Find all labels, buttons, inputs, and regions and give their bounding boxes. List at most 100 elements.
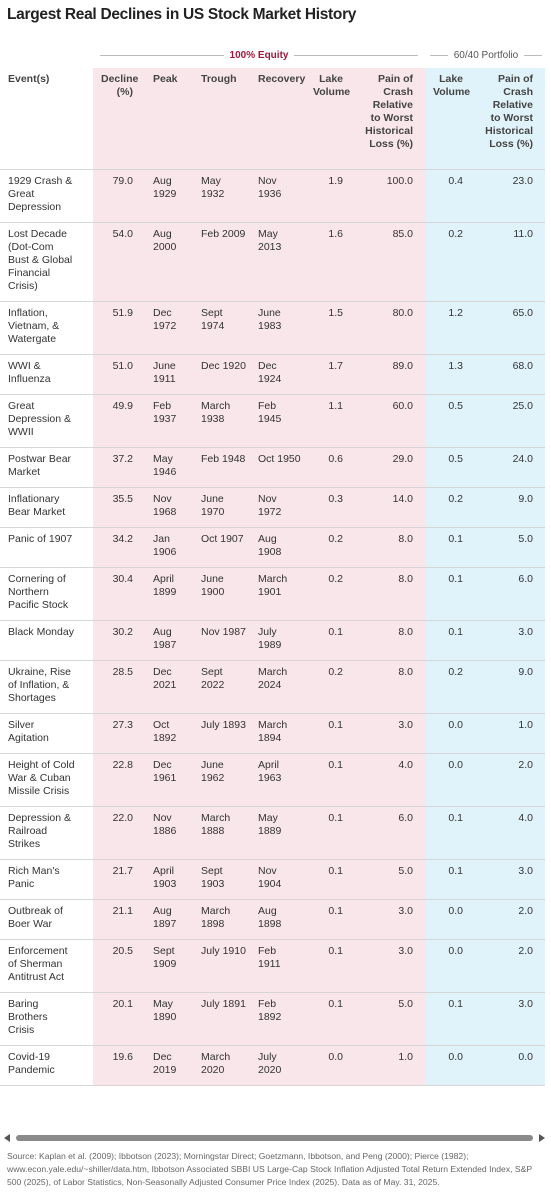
value-cell: 20.1 xyxy=(93,992,145,1046)
value-cell: 2.0 xyxy=(475,753,545,807)
value-cell: 2.0 xyxy=(475,899,545,940)
event-cell: WWI & Influenza xyxy=(0,354,93,395)
value-cell: Nov 1904 xyxy=(250,859,305,900)
value-cell: 9.0 xyxy=(475,487,545,528)
value-cell: May 1932 xyxy=(193,169,250,223)
value-cell: June 1962 xyxy=(193,753,250,807)
value-cell: 30.4 xyxy=(93,567,145,621)
value-cell: 0.2 xyxy=(305,567,355,621)
value-cell: Nov 1972 xyxy=(250,487,305,528)
value-cell: Jan 1906 xyxy=(145,527,193,568)
value-cell: 1.0 xyxy=(475,713,545,754)
column-header: Lake Volume xyxy=(305,68,355,170)
value-cell: June 1900 xyxy=(193,567,250,621)
value-cell: 21.7 xyxy=(93,859,145,900)
value-cell: 30.2 xyxy=(93,620,145,661)
event-cell: Inflationary Bear Market xyxy=(0,487,93,528)
table-row: Cornering of Northern Pacific Stock 30.4 A… xyxy=(0,567,545,621)
table-row: Inflation, Vietnam, & Watergate 51.9 Dec 1… xyxy=(0,301,545,355)
value-cell: 23.0 xyxy=(475,169,545,223)
value-cell: April 1963 xyxy=(250,753,305,807)
value-cell: 22.0 xyxy=(93,806,145,860)
value-cell: Feb 1948 xyxy=(193,447,250,488)
event-cell: Postwar Bear Market xyxy=(0,447,93,488)
value-cell: July 2020 xyxy=(250,1045,305,1086)
value-cell: 51.0 xyxy=(93,354,145,395)
value-cell: June 1970 xyxy=(193,487,250,528)
value-cell: Sept 1903 xyxy=(193,859,250,900)
value-cell: 0.1 xyxy=(305,713,355,754)
event-cell: Rich Man's Panic xyxy=(0,859,93,900)
value-cell: 0.0 xyxy=(305,1045,355,1086)
value-cell: March 1901 xyxy=(250,567,305,621)
value-cell: Nov 1886 xyxy=(145,806,193,860)
value-cell: 4.0 xyxy=(355,753,425,807)
value-cell: 60.0 xyxy=(355,394,425,448)
value-cell: 0.6 xyxy=(305,447,355,488)
value-cell: 0.1 xyxy=(305,753,355,807)
value-cell: Aug 1908 xyxy=(250,527,305,568)
value-cell: Dec 1920 xyxy=(193,354,250,395)
event-cell: 1929 Crash & Great Depression xyxy=(0,169,93,223)
value-cell: 0.1 xyxy=(305,899,355,940)
value-cell: 1.6 xyxy=(305,222,355,302)
event-cell: Depression & Railroad Strikes xyxy=(0,806,93,860)
value-cell: 0.2 xyxy=(425,660,475,714)
source-note: Source: Kaplan et al. (2009); Ibbotson (… xyxy=(7,1151,532,1187)
value-cell: July 1989 xyxy=(250,620,305,661)
value-cell: 0.0 xyxy=(425,1045,475,1086)
group-label: 100% Equity xyxy=(229,50,289,61)
value-cell: 8.0 xyxy=(355,620,425,661)
table-row: Panic of 1907 34.2 Jan 1906 Oct 1907 Aug 190… xyxy=(0,527,545,568)
group-portfolio: 60/40 Portfolio xyxy=(430,50,542,61)
value-cell: Nov 1936 xyxy=(250,169,305,223)
value-cell: March 2024 xyxy=(250,660,305,714)
value-cell: June 1983 xyxy=(250,301,305,355)
value-cell: 2.0 xyxy=(475,939,545,993)
value-cell: 24.0 xyxy=(475,447,545,488)
value-cell: 0.1 xyxy=(305,939,355,993)
value-cell: 3.0 xyxy=(355,899,425,940)
value-cell: 79.0 xyxy=(93,169,145,223)
table-row: Inflationary Bear Market 35.5 Nov 1968 June… xyxy=(0,487,545,528)
title: Largest Real Declines in US Stock Market… xyxy=(7,6,357,23)
value-cell: 35.5 xyxy=(93,487,145,528)
value-cell: Nov 1968 xyxy=(145,487,193,528)
value-cell: March 1888 xyxy=(193,806,250,860)
column-header: Lake Volume xyxy=(425,68,475,170)
value-cell: 6.0 xyxy=(355,806,425,860)
column-header: Pain of Crash Relative to Worst Historic… xyxy=(475,68,545,170)
event-cell: Covid-19 Pandemic xyxy=(0,1045,93,1086)
value-cell: 27.3 xyxy=(93,713,145,754)
table-row: 1929 Crash & Great Depression 79.0 Aug 192… xyxy=(0,169,545,223)
event-cell: Inflation, Vietnam, & Watergate xyxy=(0,301,93,355)
value-cell: 0.1 xyxy=(425,527,475,568)
value-cell: Feb 1945 xyxy=(250,394,305,448)
group-label: 60/40 Portfolio xyxy=(453,50,519,61)
event-cell: Black Monday xyxy=(0,620,93,661)
column-header: Event(s) xyxy=(0,68,93,170)
value-cell: June 1911 xyxy=(145,354,193,395)
table-row: Baring Brothers Crisis 20.1 May 1890 July 1… xyxy=(0,992,545,1046)
value-cell: April 1899 xyxy=(145,567,193,621)
value-cell: 0.1 xyxy=(425,859,475,900)
value-cell: 89.0 xyxy=(355,354,425,395)
event-cell: Enforcement of Sherman Antitrust Act xyxy=(0,939,93,993)
value-cell: 0.5 xyxy=(425,394,475,448)
value-cell: Feb 1911 xyxy=(250,939,305,993)
value-cell: 3.0 xyxy=(355,939,425,993)
value-cell: 0.0 xyxy=(425,899,475,940)
value-cell: 8.0 xyxy=(355,527,425,568)
value-cell: Nov 1987 xyxy=(193,620,250,661)
event-cell: Ukraine, Rise of Inflation, & Shortages xyxy=(0,660,93,714)
value-cell: 68.0 xyxy=(475,354,545,395)
event-cell: Outbreak of Boer War xyxy=(0,899,93,940)
event-cell: Cornering of Northern Pacific Stock xyxy=(0,567,93,621)
value-cell: 0.4 xyxy=(425,169,475,223)
value-cell: 85.0 xyxy=(355,222,425,302)
value-cell: 0.1 xyxy=(305,992,355,1046)
value-cell: 1.2 xyxy=(425,301,475,355)
value-cell: March 1938 xyxy=(193,394,250,448)
value-cell: 0.1 xyxy=(425,620,475,661)
